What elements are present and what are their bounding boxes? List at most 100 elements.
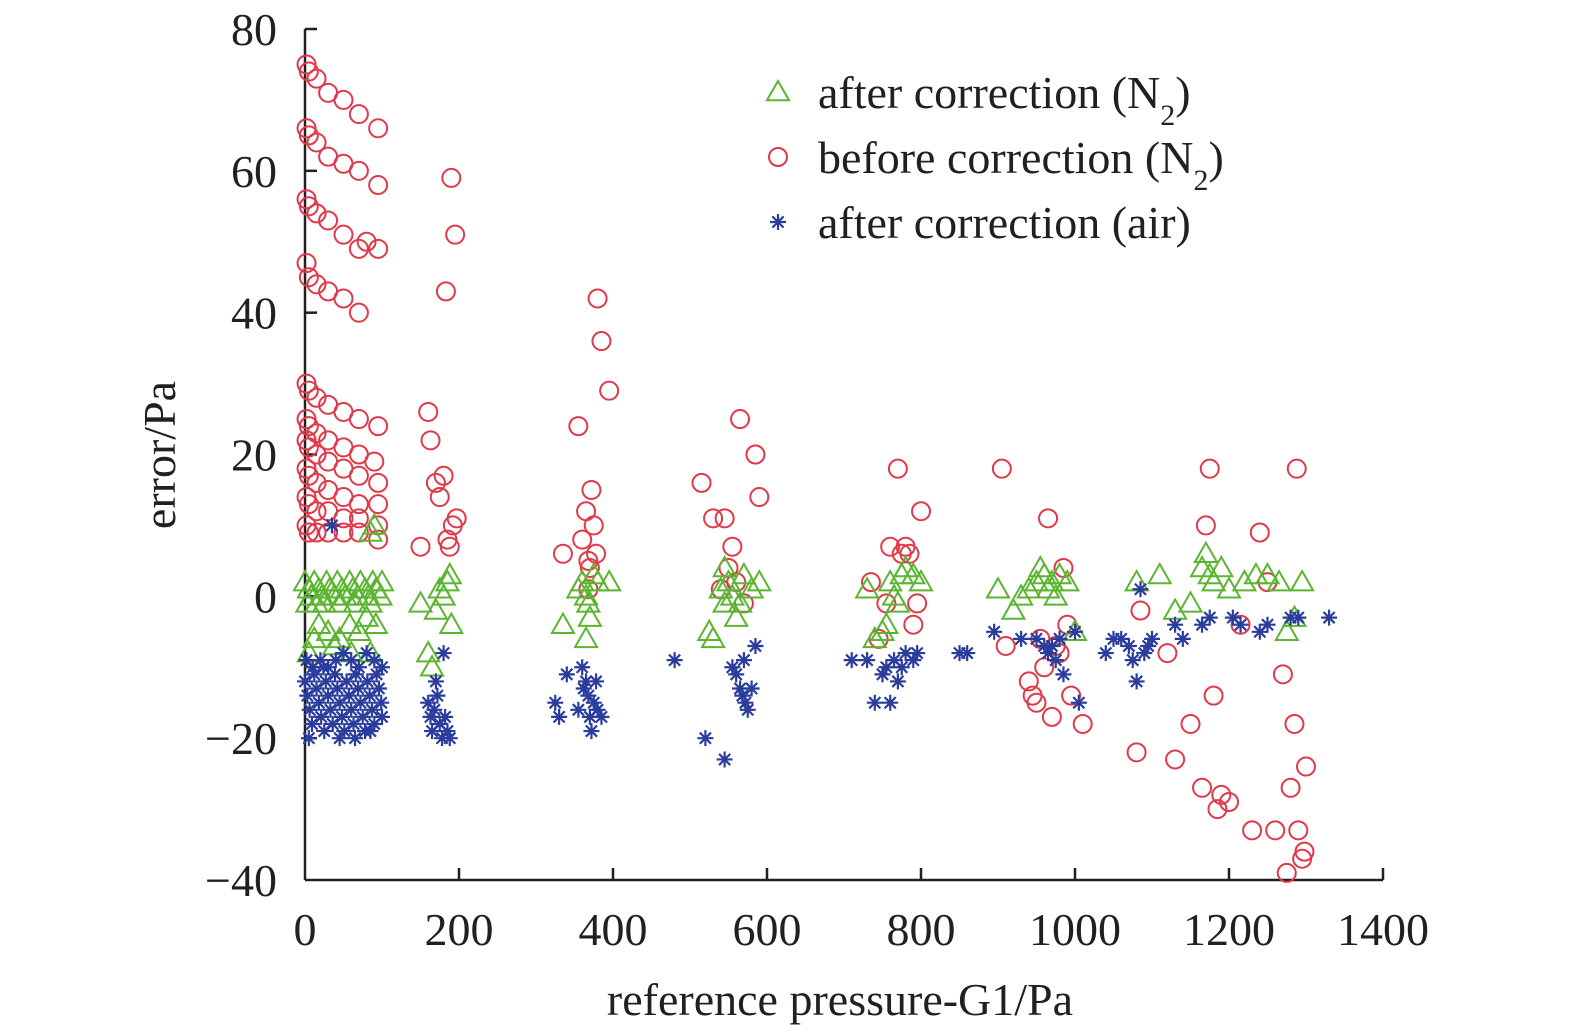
circle-point [599,380,620,401]
asterisk-point [429,687,446,704]
asterisk-point [1028,630,1045,647]
triangle-point [1031,562,1057,585]
asterisk-point [1259,616,1276,633]
circle-point [418,401,439,422]
legend-label: after correction (N2) [818,67,1191,132]
asterisk-point [1194,616,1211,633]
circle-point [333,89,354,110]
legend-label: before correction (N2) [818,132,1224,197]
circle-point [348,494,369,515]
circle-point [880,536,901,557]
circle-point [1280,777,1301,798]
asterisk-point [431,715,448,732]
asterisk-point [316,723,333,740]
triangle-point [1035,576,1061,599]
circle-point [420,430,441,451]
triangle-point [1193,540,1219,564]
triangle-point [346,618,372,642]
triangle-point [326,590,353,613]
circle-point [745,444,766,465]
asterisk-point [306,666,323,683]
asterisk-point [426,701,443,718]
circle-point [903,614,924,635]
circle-point [1284,713,1305,734]
triangle-point [430,583,457,606]
triangle-point [326,625,353,649]
asterisk-point [424,723,441,740]
asterisk-point [889,673,906,690]
circle-point [333,224,354,245]
circle-point [306,274,327,295]
asterisk-point [317,673,334,690]
triangle-point [1208,554,1235,578]
circle-point [368,118,389,139]
circle-point [578,550,599,571]
circle-point [298,416,319,437]
triangle-point [353,604,380,627]
circle-point [1242,820,1263,841]
asterisk-point [859,652,876,669]
asterisk-point [358,645,375,662]
asterisk-point [578,673,595,690]
asterisk-point [1232,616,1249,633]
asterisk-point [362,723,379,740]
asterisk-point [886,652,903,669]
triangle-point [332,583,358,606]
triangle-point [1046,562,1073,585]
asterisk-point [1067,623,1083,640]
circle-point [1249,522,1270,543]
asterisk-point [441,730,458,747]
circle-point [995,635,1016,656]
asterisk-point [323,517,340,534]
triangle-point [1254,562,1281,585]
circle-point [306,68,327,89]
asterisk-point [366,715,383,732]
asterisk-point [343,701,360,718]
triangle-point [738,576,765,599]
asterisk-point [1290,609,1307,626]
asterisk-point [697,730,714,747]
circle-point [429,487,450,508]
triangle-point [700,625,726,649]
circle-point [368,472,389,493]
circle-point [306,387,327,408]
x-tick-label: 1400 [1337,904,1429,955]
circle-point [1130,600,1151,621]
circle-point [433,465,454,486]
circle-point [1061,685,1082,706]
triangle-point [696,618,722,642]
asterisk-point [585,694,602,711]
circle-point [333,508,354,529]
asterisk-point [580,687,597,704]
asterisk-point [893,659,910,676]
y-tick-label: 20 [231,430,277,481]
y-axis-title: error/Pa [134,381,185,529]
circle-point [552,543,573,564]
asterisk-point [1167,616,1184,633]
circle-point [306,203,327,224]
triangle-point [342,590,368,613]
circle-point [1180,713,1201,734]
asterisk-point [422,708,439,725]
asterisk-point [437,708,454,725]
circle-point [730,409,751,430]
circle-point [907,593,928,614]
circle-point [1192,777,1213,798]
asterisk-point [1051,630,1068,647]
triangle-point [1016,576,1042,599]
triangle-point [336,611,363,634]
circle-point [572,529,593,550]
x-tick-label: 1200 [1183,904,1275,955]
y-tick-label: 60 [231,146,277,197]
x-tick-label: 0 [294,904,317,955]
asterisk-point [1174,630,1191,647]
circle-point [425,472,446,493]
legend-label: after correction (air) [818,197,1191,248]
asterisk-point [327,652,344,669]
triangle-point [419,654,445,677]
asterisk-point [1013,630,1030,647]
asterisk-point [574,659,591,676]
legend-marker-triangle [765,78,791,102]
asterisk-point [1047,652,1064,669]
asterisk-point [1124,652,1141,669]
